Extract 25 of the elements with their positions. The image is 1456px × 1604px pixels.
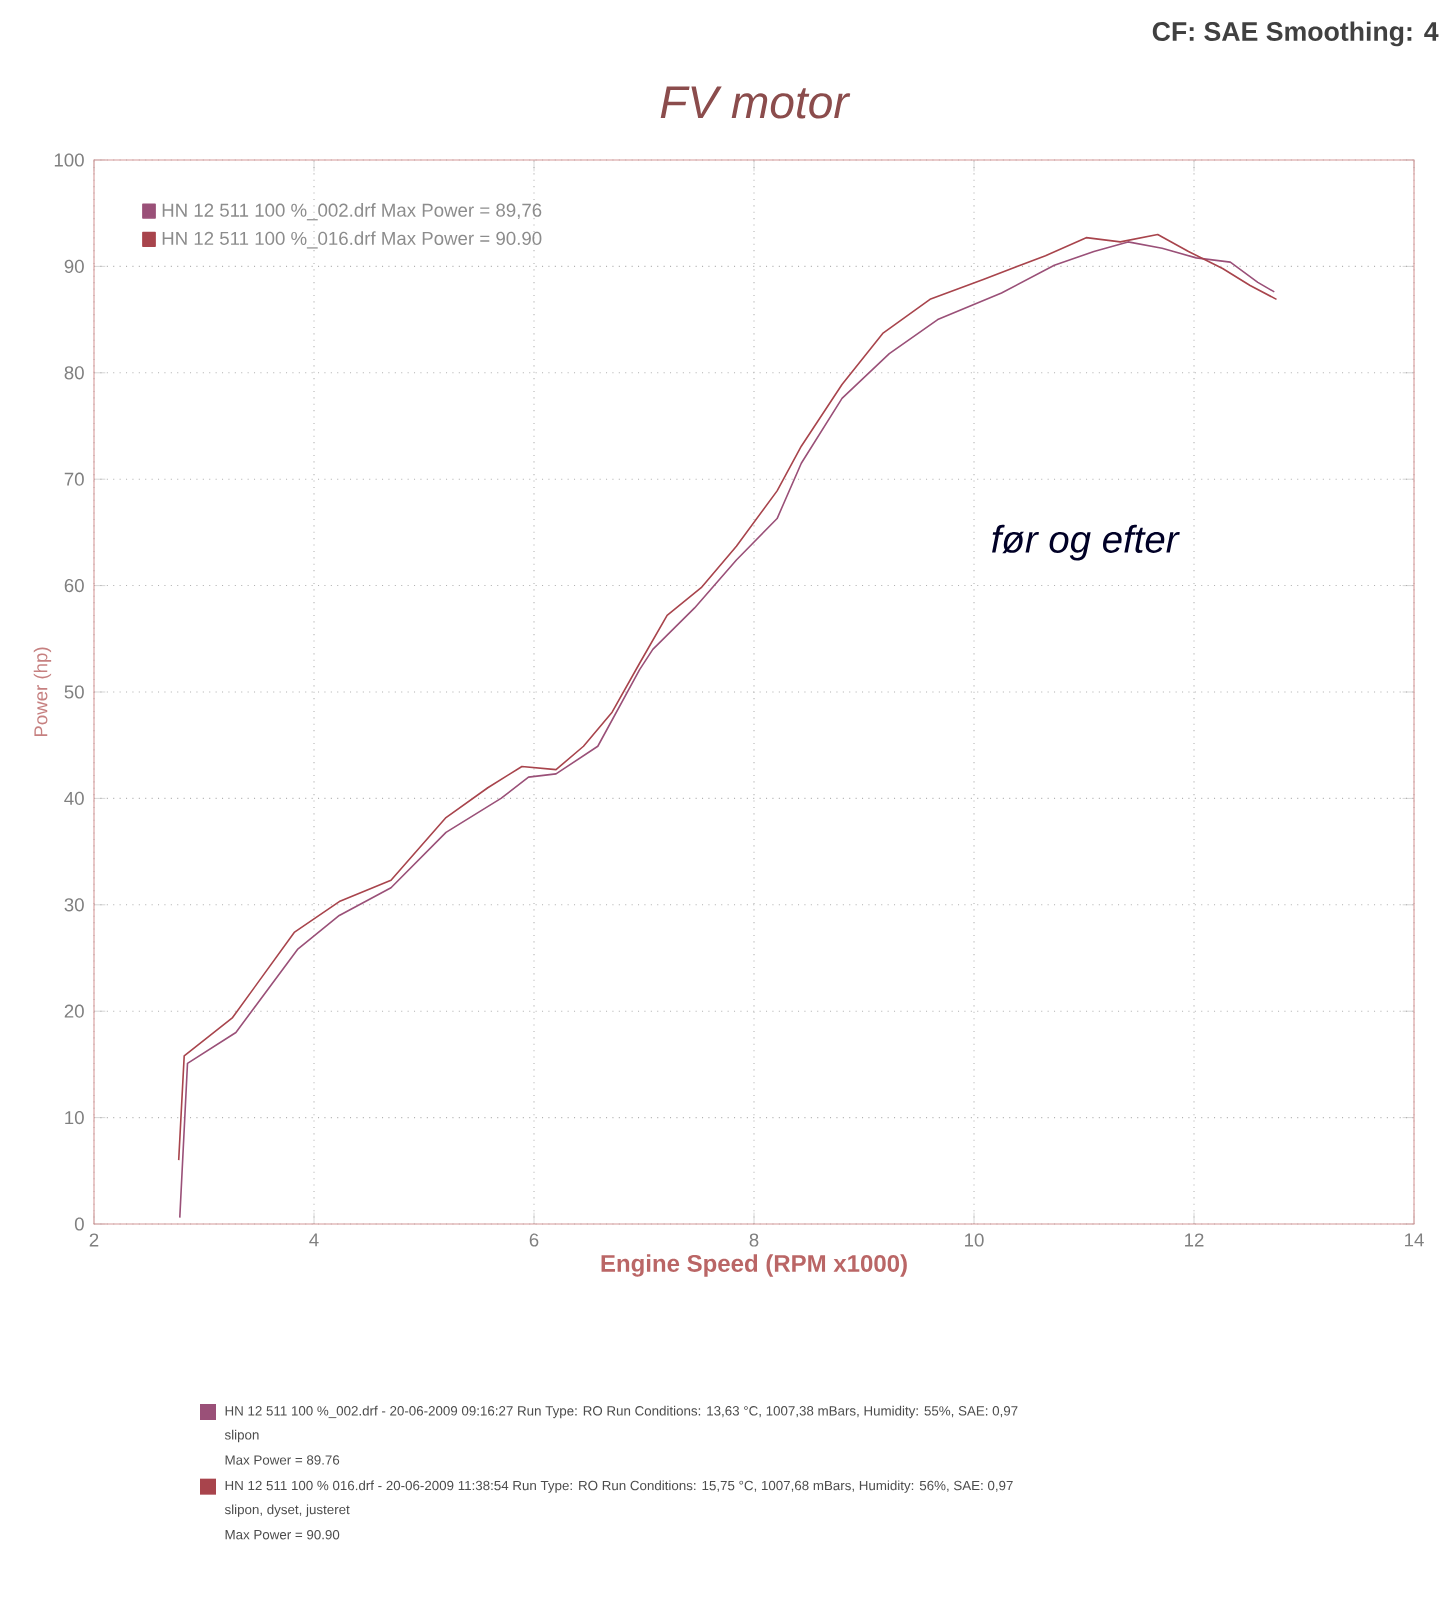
y-tick-label: 40 (64, 791, 84, 805)
annotation: før og efter (992, 524, 1180, 561)
legend-label: HN 12 511 100 %_016.drf Max Power = 90.90 (162, 231, 542, 249)
x-tick-label: 6 (529, 1233, 539, 1247)
y-tick-label: 90 (64, 259, 84, 273)
y-tick-label: 80 (64, 366, 84, 380)
text: CF: SAE Smoothing: 4 (1152, 21, 1439, 47)
y-tick-label: 70 (64, 472, 84, 486)
x-tick-label: 10 (965, 1233, 984, 1247)
y-tick-label: 20 (64, 1004, 84, 1018)
y-tick-label: 0 (74, 1217, 84, 1231)
y-tick-label: 60 (64, 579, 84, 593)
x-tick-label: 12 (1185, 1233, 1204, 1247)
y-tick-label: 50 (64, 685, 84, 699)
legend-label: HN 12 511 100 %_002.drf Max Power = 89,76 (162, 203, 542, 221)
y-axis-title: Power (hp) (33, 647, 52, 737)
x-tick-label: 8 (749, 1233, 759, 1247)
y-tick-label: 30 (64, 898, 84, 912)
x-tick-label: 14 (1405, 1233, 1424, 1247)
x-axis-title: Engine Speed (RPM x1000) (601, 1254, 907, 1277)
chart-title: FV motor (660, 86, 851, 119)
y-tick-label: 10 (65, 1111, 84, 1125)
x-tick-label: 2 (89, 1233, 99, 1247)
x-tick-label: 4 (309, 1233, 319, 1247)
y-tick-label: 100 (54, 153, 84, 167)
